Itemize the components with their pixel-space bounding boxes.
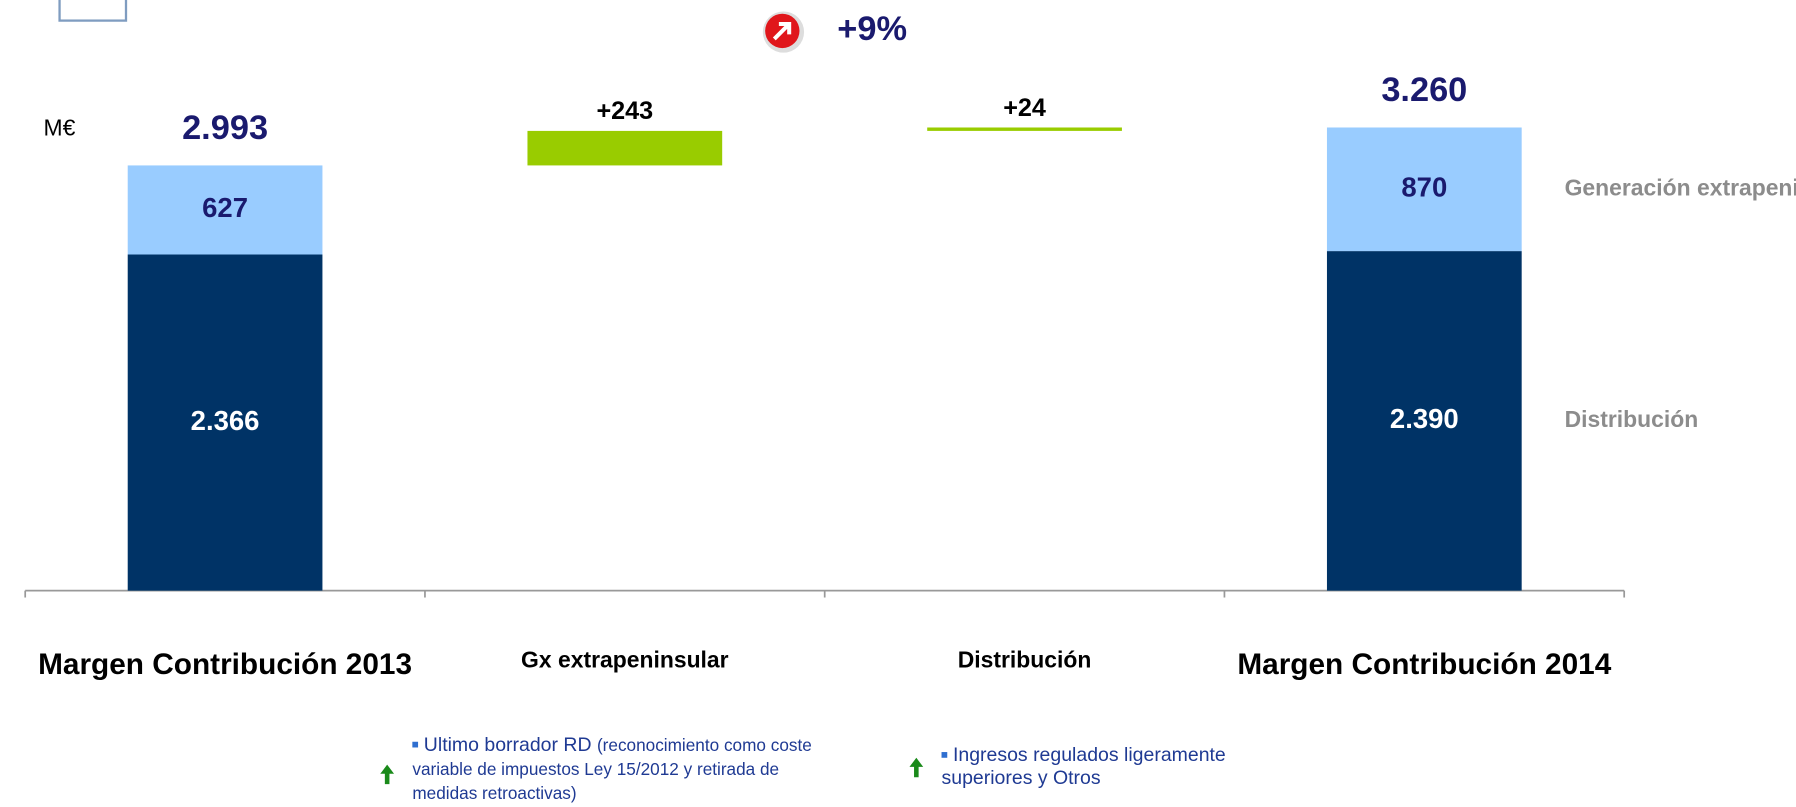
note-head: Ingresos regulados: [952, 744, 1119, 766]
note-arrow: [909, 757, 924, 778]
segment-label: 627: [202, 192, 248, 223]
category-label: Gx extrapeninsular: [521, 647, 729, 674]
corner-box: [58, 0, 128, 22]
note-text: ligeramente superiores y Otros: [941, 744, 1226, 789]
note-arrow: [380, 764, 395, 785]
note-text: (reconocimiento como coste variable de i…: [412, 736, 812, 804]
segment-label: 870: [1401, 172, 1447, 203]
segment-label: 2.366: [191, 405, 260, 436]
category-label: Margen Contribución 2014: [1237, 646, 1612, 681]
note-head: Ultimo borrador RD: [423, 733, 592, 756]
delta-bar: [927, 127, 1122, 131]
delta-label: +243: [596, 97, 653, 125]
bar-segment: [127, 165, 323, 255]
legend-label: Generación extrapeninsular: [1565, 174, 1796, 200]
legend-label: Distribución: [1565, 406, 1699, 432]
delta-label: +24: [1003, 94, 1046, 122]
delta-bar: [527, 130, 723, 166]
total-label: 2.993: [182, 109, 268, 147]
growth-icon: [762, 11, 805, 53]
bar-segment: [127, 254, 323, 591]
bar-segment: [1326, 251, 1522, 591]
bar-segment: [1326, 127, 1522, 252]
category-label: Margen Contribución 2013: [38, 646, 413, 681]
note: Ultimo borrador RD (reconocimiento como …: [412, 734, 836, 806]
category-label: Distribución: [957, 647, 1092, 674]
unit-label: M€: [44, 114, 76, 140]
chart-title: +9%: [837, 10, 907, 48]
segment-label: 2.390: [1390, 403, 1459, 434]
note: Ingresos regulados ligeramente superiore…: [941, 744, 1309, 790]
total-label: 3.260: [1381, 71, 1467, 109]
